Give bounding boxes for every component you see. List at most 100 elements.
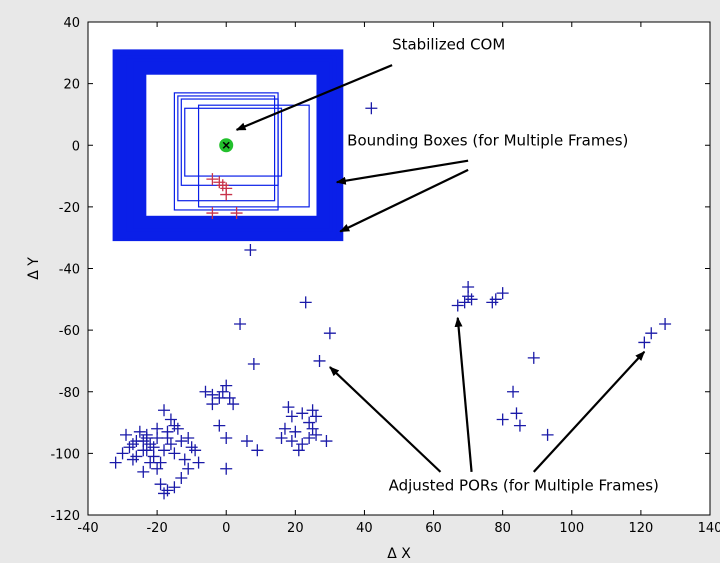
por-point [496, 413, 509, 426]
por-point [161, 431, 174, 444]
por-point [275, 431, 288, 444]
por-point [137, 465, 150, 478]
com-x-marker [222, 141, 230, 149]
por-point [168, 481, 181, 494]
x-tick-label: 40 [356, 521, 373, 536]
annotation-arrow [335, 159, 469, 185]
por-point [313, 354, 326, 367]
por-point [465, 293, 478, 306]
por-point [227, 398, 240, 411]
annotation-arrow [329, 366, 442, 473]
por-point [299, 296, 312, 309]
por-point [285, 410, 298, 423]
por-point [192, 456, 205, 469]
por-point [189, 444, 202, 457]
por-point [216, 385, 229, 398]
x-tick-label: -20 [146, 521, 167, 536]
por-point [158, 487, 171, 500]
por-point [147, 441, 160, 454]
y-tick-label: 40 [63, 16, 80, 31]
x-tick-label: 140 [698, 521, 720, 536]
por-point [303, 431, 316, 444]
por-point [282, 401, 295, 414]
por-point [182, 431, 195, 444]
annotations: Stabilized COM Bounding Boxes (for Multip… [235, 36, 659, 494]
por-point [240, 435, 253, 448]
por-point [507, 385, 520, 398]
por-point [164, 413, 177, 426]
por-point [126, 438, 139, 451]
bounding-boxes [112, 49, 344, 242]
y-tick-label: 0 [72, 139, 80, 154]
por-point [223, 391, 236, 404]
por-point [451, 299, 464, 312]
por-point [178, 453, 191, 466]
x-tick-label: 100 [559, 521, 584, 536]
por-point [206, 398, 219, 411]
por-point [285, 435, 298, 448]
y-axis-label: Δ Y [26, 257, 42, 280]
por-point [144, 456, 157, 469]
por-point [158, 404, 171, 417]
x-tick-label: -40 [77, 521, 98, 536]
por-point [278, 422, 291, 435]
por-point [151, 462, 164, 475]
por-point [140, 444, 153, 457]
por-point [175, 435, 188, 448]
por-point [458, 296, 471, 309]
por-point [116, 447, 129, 460]
por-point [306, 404, 319, 417]
por-point [213, 391, 226, 404]
por-point [140, 431, 153, 444]
por-point [130, 450, 143, 463]
annotation-label: Bounding Boxes (for Multiple Frames) [347, 131, 628, 149]
por-point [164, 438, 177, 451]
por-point [251, 444, 264, 457]
frame-por-point [206, 207, 219, 220]
bounding-box [197, 104, 310, 208]
por-point [645, 327, 658, 340]
por-point [220, 431, 233, 444]
por-point [151, 422, 164, 435]
por-point [296, 438, 309, 451]
y-tick-label: -80 [59, 386, 80, 401]
annotation-label: Stabilized COM [392, 36, 505, 54]
por-point [175, 472, 188, 485]
y-tick-label: -60 [59, 324, 80, 339]
por-point [247, 358, 260, 371]
bounding-box [184, 107, 283, 177]
bounding-box [133, 61, 330, 229]
por-point [154, 456, 167, 469]
axis-ticks: -40 -20 0 20 40 60 80 100 120 140 40 20 0 -20 -40 -60 -8… [50, 16, 720, 536]
y-tick-label: -20 [59, 201, 80, 216]
x-axis-label: Δ X [387, 546, 411, 562]
por-point [182, 462, 195, 475]
por-point [120, 428, 133, 441]
y-tick-label: -100 [50, 447, 80, 462]
x-tick-label: 120 [628, 521, 653, 536]
por-point [496, 287, 509, 300]
por-point [310, 410, 323, 423]
y-tick-label: -120 [50, 509, 80, 524]
por-point [133, 425, 146, 438]
frame-por-point [220, 188, 233, 201]
por-point [168, 447, 181, 460]
por-point [310, 428, 323, 441]
frame-por-point [206, 173, 219, 186]
por-point [303, 416, 316, 429]
por-point [659, 317, 672, 330]
por-point [289, 425, 302, 438]
por-point [365, 102, 378, 115]
por-point [234, 317, 247, 330]
x-tick-label: 0 [222, 521, 230, 536]
por-point [199, 385, 212, 398]
por-point [158, 444, 171, 457]
bounding-box [180, 98, 279, 186]
por-point [296, 407, 309, 420]
por-point [306, 422, 319, 435]
por-point [109, 456, 122, 469]
x-tick-label: 60 [425, 521, 442, 536]
frame-por-point [230, 207, 243, 220]
x-tick-label: 80 [494, 521, 511, 536]
